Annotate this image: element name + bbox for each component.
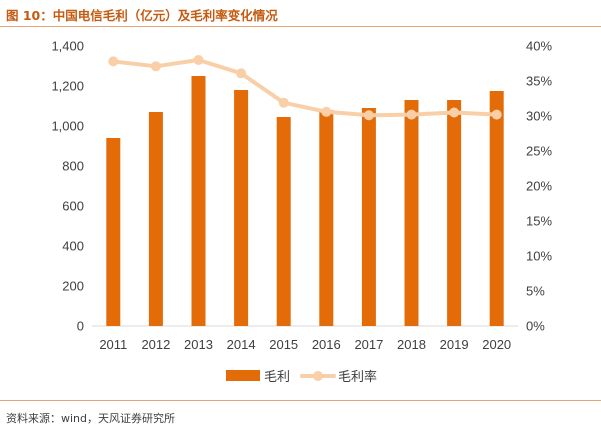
x-axis-ticks: 2011 2012 2013 2014 2015 2016 2017 2018 2019 2020 [99, 337, 511, 352]
right-tick-label: 20% [526, 179, 552, 194]
bar [191, 76, 206, 326]
left-tick-label: 1,400 [51, 39, 84, 54]
bar [319, 110, 334, 326]
combo-chart: 0 200 400 600 800 1,000 1,200 1,400 0% 5% 10% 15% 2… [51, 39, 552, 386]
right-tick-label: 0% [526, 319, 545, 334]
line-point [406, 109, 417, 120]
figure-title: 图 10：中国电信毛利（亿元）及毛利率变化情况 [6, 8, 278, 23]
left-tick-label: 1,000 [51, 119, 84, 134]
left-axis-ticks: 0 200 400 600 800 1,000 1,200 1,400 [51, 39, 84, 334]
left-tick-label: 1,200 [51, 79, 84, 94]
bar [404, 100, 419, 326]
right-tick-label: 15% [526, 214, 552, 229]
source-note: 资料来源：wind，天风证券研究所 [6, 412, 176, 425]
line-path [111, 58, 499, 118]
right-axis-ticks: 0% 5% 10% 15% 20% 25% 30% 35% 40% [526, 39, 552, 334]
line-point [321, 106, 332, 117]
x-tick-label: 2017 [354, 337, 383, 352]
x-tick-label: 2018 [397, 337, 426, 352]
right-tick-label: 25% [526, 144, 552, 159]
legend-line-marker [313, 371, 323, 381]
x-tick-label: 2016 [312, 337, 341, 352]
legend-bar-label: 毛利 [264, 370, 290, 385]
x-tick-label: 2015 [269, 337, 298, 352]
bar [489, 91, 504, 326]
line-point [363, 110, 374, 121]
x-tick-label: 2014 [227, 337, 256, 352]
bar [106, 138, 121, 326]
x-tick-label: 2012 [141, 337, 170, 352]
bottom-rule [0, 400, 601, 401]
x-tick-label: 2019 [440, 337, 469, 352]
legend-bar-swatch [226, 370, 260, 381]
line-point [150, 61, 161, 72]
top-rule [0, 26, 601, 27]
bar [361, 108, 376, 326]
line-point [108, 56, 119, 67]
left-tick-label: 800 [62, 159, 84, 174]
left-tick-label: 200 [62, 279, 84, 294]
line-point [491, 109, 502, 120]
line-point [449, 107, 460, 118]
x-tick-label: 2013 [184, 337, 213, 352]
bar [276, 117, 291, 326]
x-tick-label: 2011 [99, 337, 127, 352]
bar [447, 100, 462, 326]
line-series [108, 55, 502, 121]
line-point [193, 55, 204, 65]
right-tick-label: 10% [526, 249, 552, 264]
left-tick-label: 0 [77, 319, 84, 334]
right-tick-label: 5% [526, 284, 545, 299]
right-tick-label: 35% [526, 74, 552, 89]
bar-series [106, 76, 504, 326]
x-tick-label: 2020 [482, 337, 511, 352]
left-tick-label: 600 [62, 199, 84, 214]
right-tick-label: 30% [526, 109, 552, 124]
bar [148, 112, 163, 326]
left-tick-label: 400 [62, 239, 84, 254]
legend-line-label: 毛利率 [338, 369, 377, 385]
line-point [278, 97, 289, 108]
legend: 毛利 毛利率 [226, 369, 377, 385]
bar [234, 90, 249, 326]
right-tick-label: 40% [526, 39, 552, 54]
line-point [236, 68, 247, 79]
